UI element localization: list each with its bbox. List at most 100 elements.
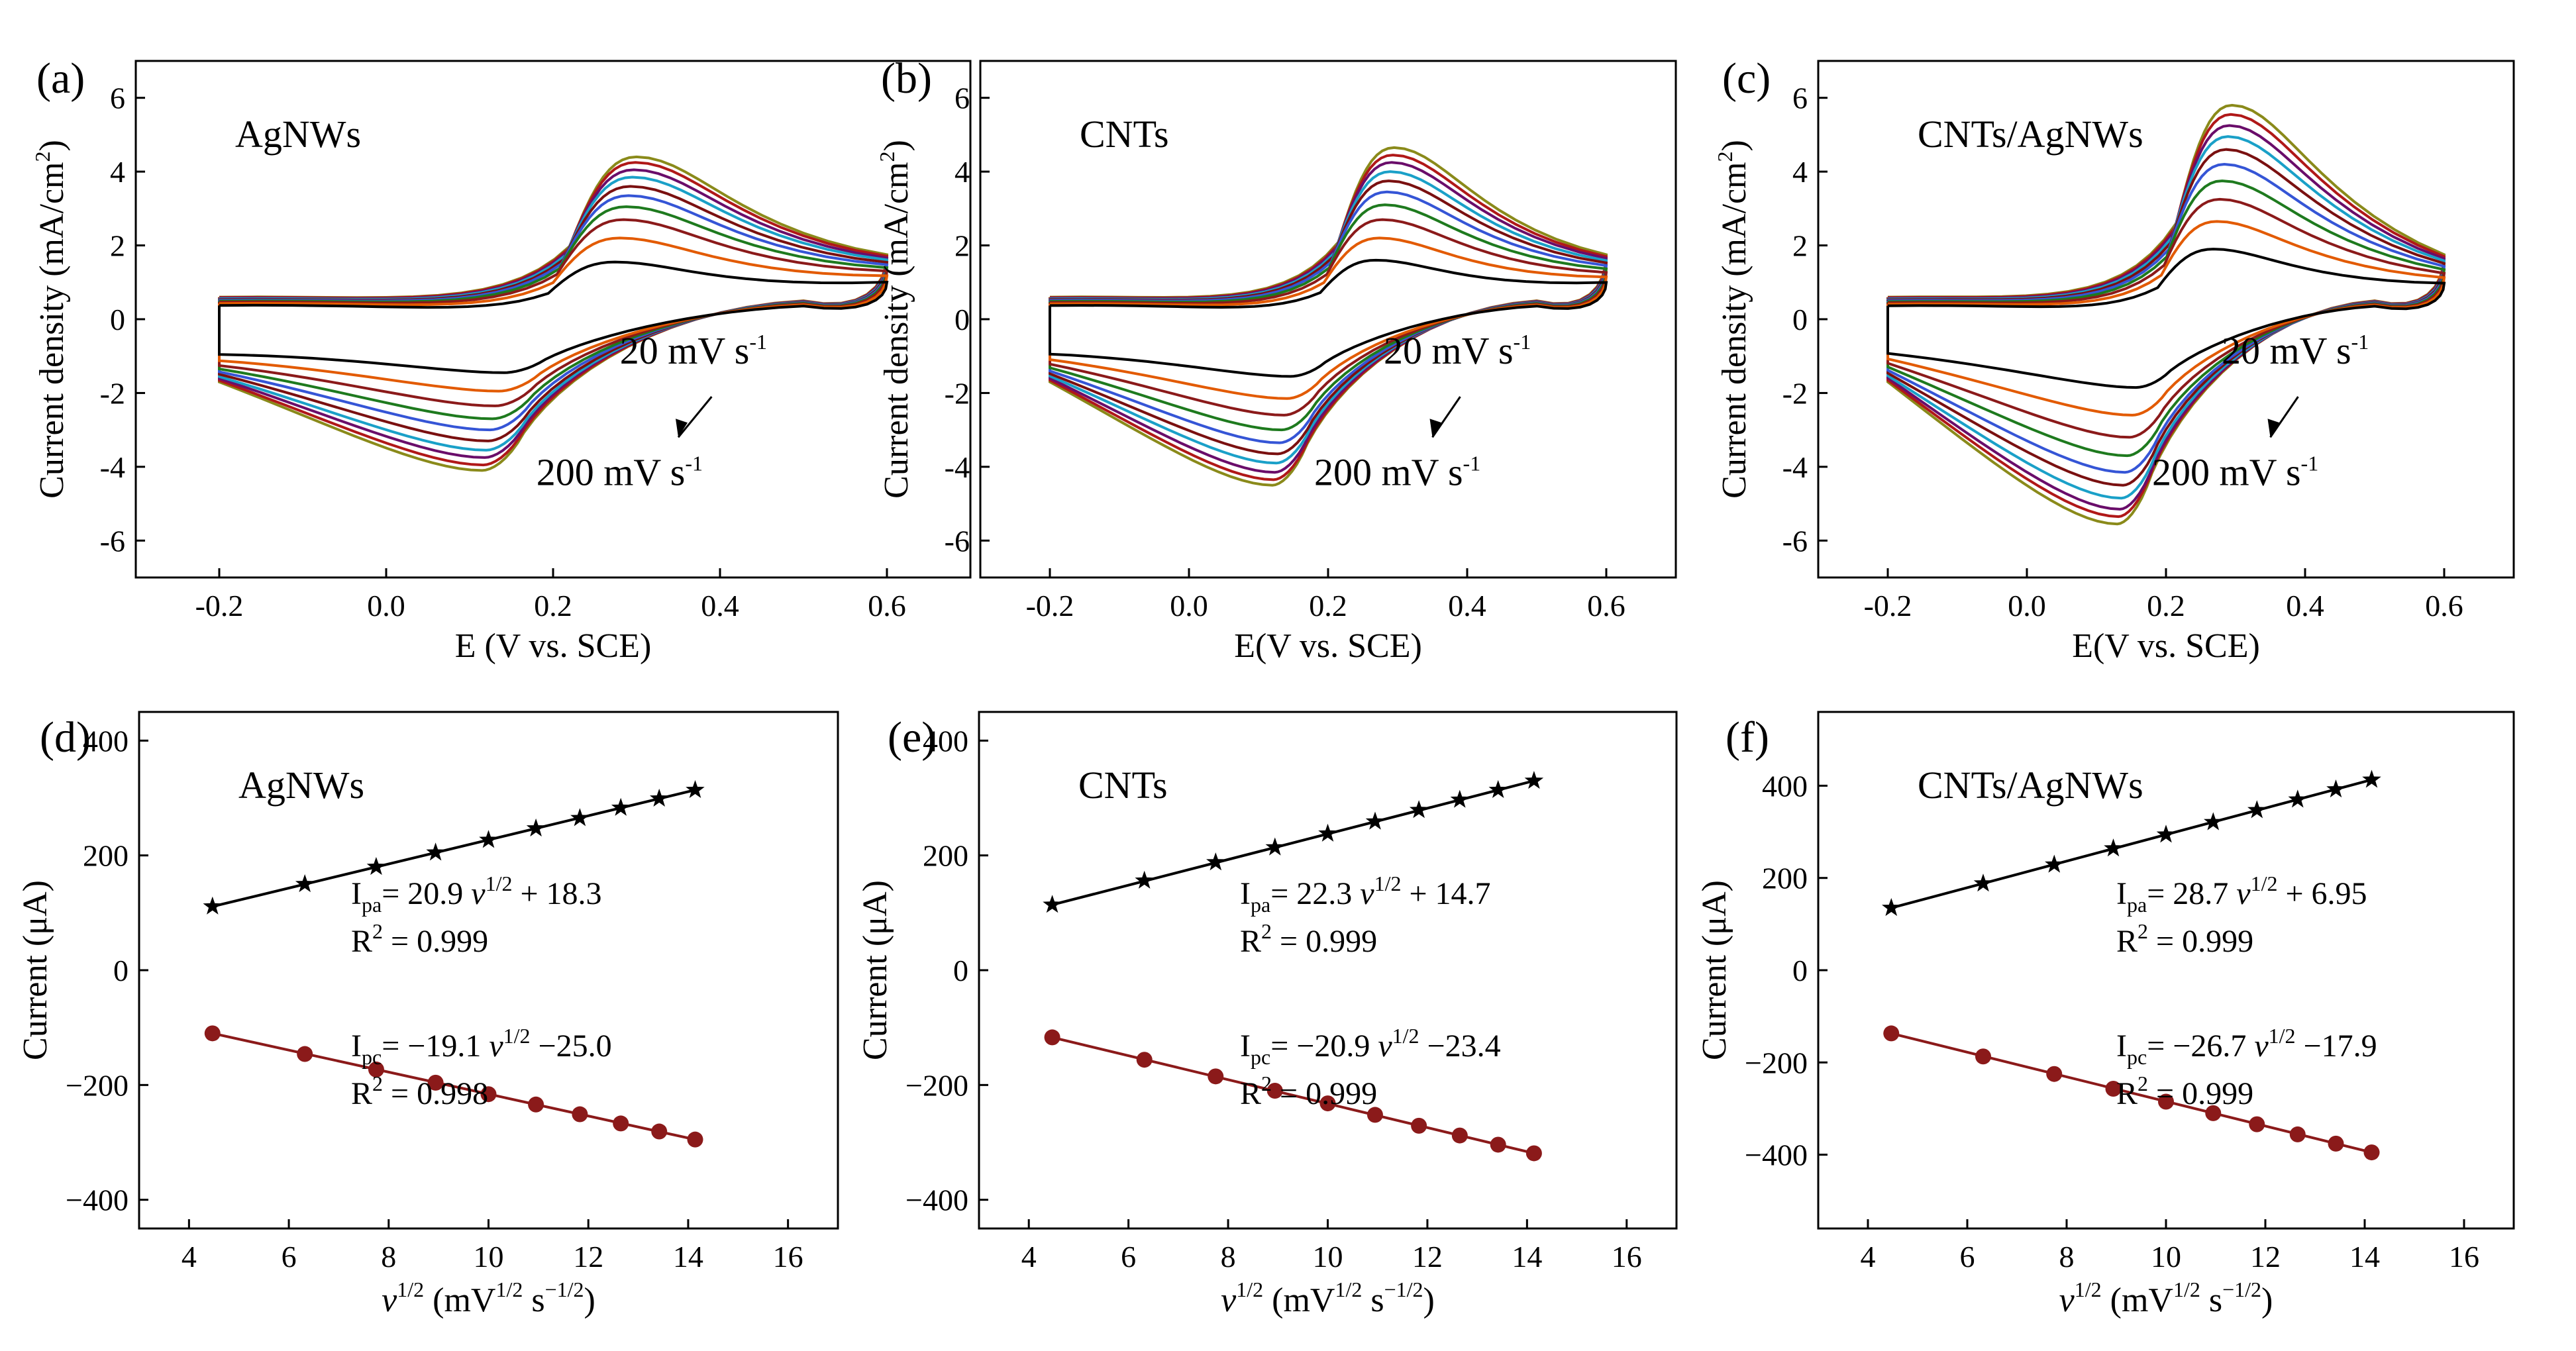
point-Ipa <box>1973 874 1993 892</box>
x-axis-label: v1/2 (mV1/2 s−1/2) <box>1221 1277 1435 1319</box>
y-tick-label: 4 <box>1792 155 1808 189</box>
x-axis-label: E(V vs. SCE) <box>2072 627 2260 665</box>
fit-equation-pa: Ipa= 22.3 v1/2 + 14.7 <box>1240 872 1491 917</box>
eq-sub: pa <box>2127 893 2147 917</box>
point-Ipa <box>2156 825 2176 843</box>
x-tick-label: 10 <box>1313 1240 1343 1274</box>
x-tick-label: 10 <box>474 1240 504 1274</box>
fit-equation-pa: Ipa= 28.7 v1/2 + 6.95 <box>2116 872 2367 917</box>
y-tick-label: −400 <box>905 1183 968 1217</box>
y-tick-label: −200 <box>905 1068 968 1102</box>
point-Ipc <box>2158 1093 2174 1110</box>
y-tick-label: 6 <box>954 81 970 115</box>
r2-label: R <box>1240 1076 1261 1111</box>
y-tick-label: 400 <box>1762 769 1808 803</box>
eq-I: I <box>2116 1028 2127 1064</box>
y-tick-label: −200 <box>1745 1046 1808 1079</box>
xlab-v: v <box>2059 1281 2075 1319</box>
point-Ipa <box>1488 779 1508 798</box>
panel-a: -0.2 0.0 0.2 0.4 0.6 -6 -4 -2 0 2 4 6 (a) AgNWs E (V v… <box>30 54 972 665</box>
y-tick-label: 0 <box>954 303 970 336</box>
cv-curve-20-mVs <box>218 260 889 374</box>
xlab-end: ) <box>1423 1281 1435 1319</box>
point-Ipc <box>2046 1066 2063 1082</box>
scan-rate-start-label: 20 mV s-1 <box>2222 329 2369 372</box>
point-Ipa <box>1318 823 1337 842</box>
point-Ipa <box>295 874 315 893</box>
point-Ipc <box>2328 1135 2344 1152</box>
y-tick-label: 2 <box>954 229 970 263</box>
x-tick-label: 4 <box>1021 1240 1037 1274</box>
eq-pow: 1/2 <box>2251 872 2278 895</box>
point-Ipc <box>2205 1105 2222 1121</box>
scan-rate-start-exp: -1 <box>2351 330 2369 354</box>
point-Ipa <box>366 857 386 876</box>
y-axis-label: Current density (mA/cm2) <box>875 140 915 499</box>
xlab-v: v <box>382 1281 397 1319</box>
x-tick-label: 8 <box>2059 1240 2075 1274</box>
y-tick-label: 0 <box>113 954 129 987</box>
fit-line-Ipa <box>1890 778 2373 909</box>
y-axis-label-sup: 2 <box>875 151 899 162</box>
eq-coef: = −26.7 <box>2147 1028 2254 1064</box>
eq-v: v <box>1378 1028 1392 1064</box>
panel-b: -0.2 0.0 0.2 0.4 0.6 -6 -4 -2 0 2 4 6 (b) CNTs E(V vs.… <box>875 54 1677 665</box>
fit-equation-pc: Ipc= −26.7 v1/2 −17.9 <box>2116 1024 2377 1069</box>
scan-rate-arrowhead <box>2267 419 2280 438</box>
xlab-v: v <box>1221 1281 1237 1319</box>
scan-rate-start-label: 20 mV s-1 <box>1384 329 1531 372</box>
xlab-end: ) <box>2261 1281 2273 1319</box>
point-Ipa <box>526 818 546 837</box>
y-tick-label: −400 <box>66 1183 129 1217</box>
scan-rate-start-exp: -1 <box>1514 330 1531 354</box>
xlab-end: ) <box>584 1281 595 1319</box>
point-Ipc <box>2363 1144 2380 1161</box>
scan-rate-end-exp: -1 <box>685 452 703 475</box>
eq-pow: 1/2 <box>2269 1024 2296 1048</box>
r2-sup: 2 <box>1261 919 1272 943</box>
x-axis-label: E (V vs. SCE) <box>455 627 652 665</box>
x-tick-label: 0.0 <box>2008 589 2046 623</box>
r2-pc: R2 = 0.998 <box>351 1072 488 1111</box>
y-tick-label: 4 <box>954 155 970 189</box>
cv-curve-200-mVs <box>1049 146 1608 487</box>
y-tick-label: -4 <box>100 450 125 484</box>
y-tick-label: 200 <box>83 839 129 873</box>
point-Ipa <box>2104 838 2123 857</box>
scan-rate-start-text: 20 mV s <box>1384 329 1514 372</box>
point-Ipc <box>204 1025 221 1042</box>
y-tick-label: 0 <box>953 954 968 987</box>
r2-sup: 2 <box>372 1072 383 1095</box>
eq-sub: pa <box>362 893 382 917</box>
fit-line-Ipa <box>212 788 696 908</box>
cv-curve-140-mVs <box>218 175 889 452</box>
eq-sub: pc <box>1251 1045 1270 1069</box>
scan-rate-arrow <box>677 396 713 438</box>
cv-curve-20-mVs <box>1886 248 2446 389</box>
eq-v: v <box>2254 1028 2269 1064</box>
point-Ipa <box>1450 789 1470 808</box>
eq-sub: pa <box>1251 893 1270 917</box>
r2-label: R <box>351 924 372 959</box>
cv-curve-180-mVs <box>218 161 889 467</box>
x-tick-label: 4 <box>1861 1240 1876 1274</box>
cv-curve-160-mVs <box>218 168 889 459</box>
xlab-s: s <box>2200 1281 2222 1319</box>
x-tick-label: 8 <box>381 1240 396 1274</box>
panel-label: (f) <box>1726 713 1769 762</box>
point-Ipc <box>480 1086 497 1103</box>
point-Ipc <box>613 1115 629 1132</box>
r2-pa: R2 = 0.999 <box>2116 919 2253 959</box>
scan-rate-end-text: 200 mV s <box>2152 451 2301 494</box>
y-tick-label: 6 <box>1792 81 1808 115</box>
r2-label: R <box>2116 1076 2138 1111</box>
scan-rate-end-label: 200 mV s-1 <box>537 451 703 494</box>
x-tick-label: 8 <box>1221 1240 1236 1274</box>
eq-pow: 1/2 <box>503 1024 531 1048</box>
scan-rate-arrowhead <box>676 419 688 438</box>
point-Ipa <box>2326 779 2345 798</box>
panel-label: (d) <box>40 713 91 762</box>
x-tick-label: 14 <box>2349 1240 2380 1274</box>
scan-rate-end-exp: -1 <box>1463 452 1481 475</box>
